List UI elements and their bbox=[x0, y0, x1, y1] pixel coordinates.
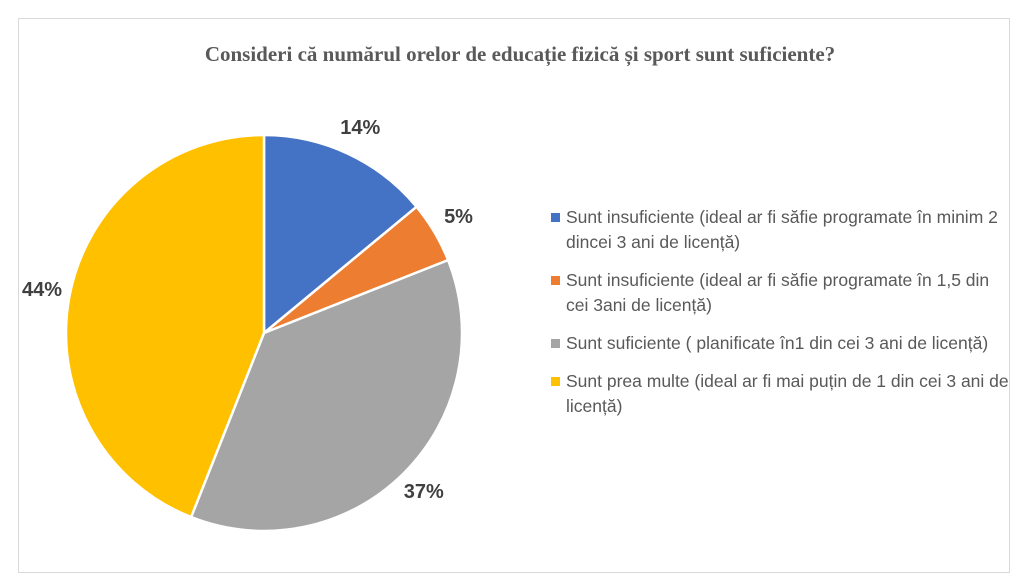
pie-slice bbox=[189, 258, 464, 533]
legend-entry: Sunt prea multe (ideal ar fi mai puțin d… bbox=[551, 369, 1011, 419]
legend-entry: Sunt suficiente ( planificate în1 din ce… bbox=[551, 331, 1011, 356]
legend-entry: Sunt insuficiente (ideal ar fi săfie pro… bbox=[551, 268, 1011, 318]
legend-label: Sunt insuficiente (ideal ar fi săfie pro… bbox=[566, 270, 990, 315]
data-label: 5% bbox=[444, 206, 473, 228]
data-label: 14% bbox=[340, 117, 380, 139]
legend-label: Sunt suficiente ( planificate în1 din ce… bbox=[566, 333, 989, 353]
legend: Sunt insuficiente (ideal ar fi săfie pro… bbox=[551, 205, 1011, 432]
data-label: 37% bbox=[404, 481, 444, 503]
pie-slice bbox=[64, 133, 266, 519]
legend-swatch bbox=[551, 213, 560, 222]
legend-swatch bbox=[551, 339, 560, 348]
legend-entry: Sunt insuficiente (ideal ar fi săfie pro… bbox=[551, 205, 1011, 255]
legend-swatch bbox=[551, 377, 560, 386]
legend-label: Sunt prea multe (ideal ar fi mai puțin d… bbox=[566, 371, 1009, 416]
legend-label: Sunt insuficiente (ideal ar fi săfie pro… bbox=[566, 207, 998, 252]
data-label: 44% bbox=[22, 279, 62, 301]
pie-slice bbox=[262, 133, 419, 336]
legend-swatch bbox=[551, 276, 560, 285]
chart-title: Consideri că numărul orelor de educație … bbox=[205, 42, 835, 67]
